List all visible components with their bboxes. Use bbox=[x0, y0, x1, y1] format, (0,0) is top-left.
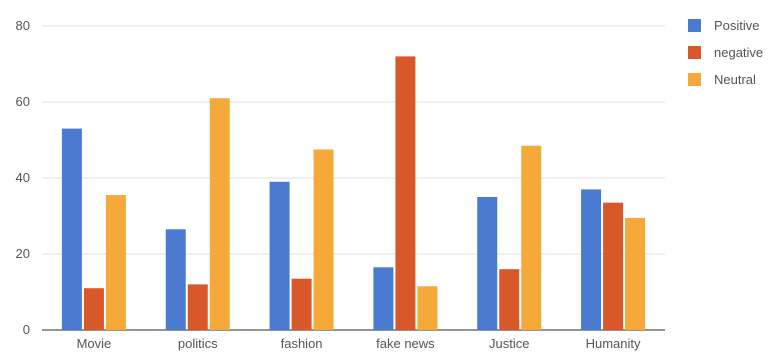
bar-negative-politics bbox=[187, 284, 208, 330]
x-tick-label: Humanity bbox=[586, 336, 641, 351]
bar-negative-humanity bbox=[603, 202, 624, 330]
gridlines bbox=[42, 25, 665, 331]
legend: Positive negative Neutral bbox=[688, 18, 763, 87]
x-tick-label: Justice bbox=[489, 336, 529, 351]
bar-neutral-fashion bbox=[313, 149, 334, 330]
y-tick-label: 20 bbox=[16, 246, 30, 261]
bar-positive-humanity bbox=[581, 189, 602, 330]
legend-swatch-neutral bbox=[688, 73, 701, 86]
bar-negative-movie bbox=[83, 288, 104, 330]
legend-label-negative: negative bbox=[714, 45, 763, 60]
x-tick-label: fake news bbox=[376, 336, 435, 351]
bar-positive-fashion bbox=[269, 181, 290, 330]
bar-neutral-fake-news bbox=[417, 286, 438, 330]
bar-positive-justice bbox=[477, 197, 498, 330]
y-tick-label: 60 bbox=[16, 94, 30, 109]
y-axis-ticks: 0 20 40 60 80 bbox=[16, 18, 30, 337]
y-tick-label: 0 bbox=[23, 322, 30, 337]
bar-neutral-justice bbox=[521, 145, 542, 330]
bars bbox=[61, 56, 646, 331]
x-tick-label: fashion bbox=[281, 336, 323, 351]
bar-positive-movie bbox=[61, 128, 82, 330]
legend-label-neutral: Neutral bbox=[714, 72, 756, 87]
legend-swatch-positive bbox=[688, 19, 701, 32]
legend-swatch-negative bbox=[688, 46, 701, 59]
bar-positive-fake-news bbox=[373, 267, 394, 330]
legend-label-positive: Positive bbox=[714, 18, 760, 33]
bar-neutral-movie bbox=[105, 195, 126, 330]
bar-neutral-politics bbox=[209, 98, 230, 330]
y-tick-label: 80 bbox=[16, 18, 30, 33]
x-axis-ticks: Movie politics fashion fake news Justice Huma… bbox=[77, 336, 641, 351]
bar-positive-politics bbox=[165, 229, 186, 330]
x-tick-label: politics bbox=[178, 336, 218, 351]
bar-negative-fake-news bbox=[395, 56, 416, 331]
bar-negative-justice bbox=[499, 269, 520, 330]
bar-neutral-humanity bbox=[625, 217, 646, 330]
y-tick-label: 40 bbox=[16, 170, 30, 185]
x-tick-label: Movie bbox=[77, 336, 112, 351]
bar-negative-fashion bbox=[291, 278, 312, 330]
